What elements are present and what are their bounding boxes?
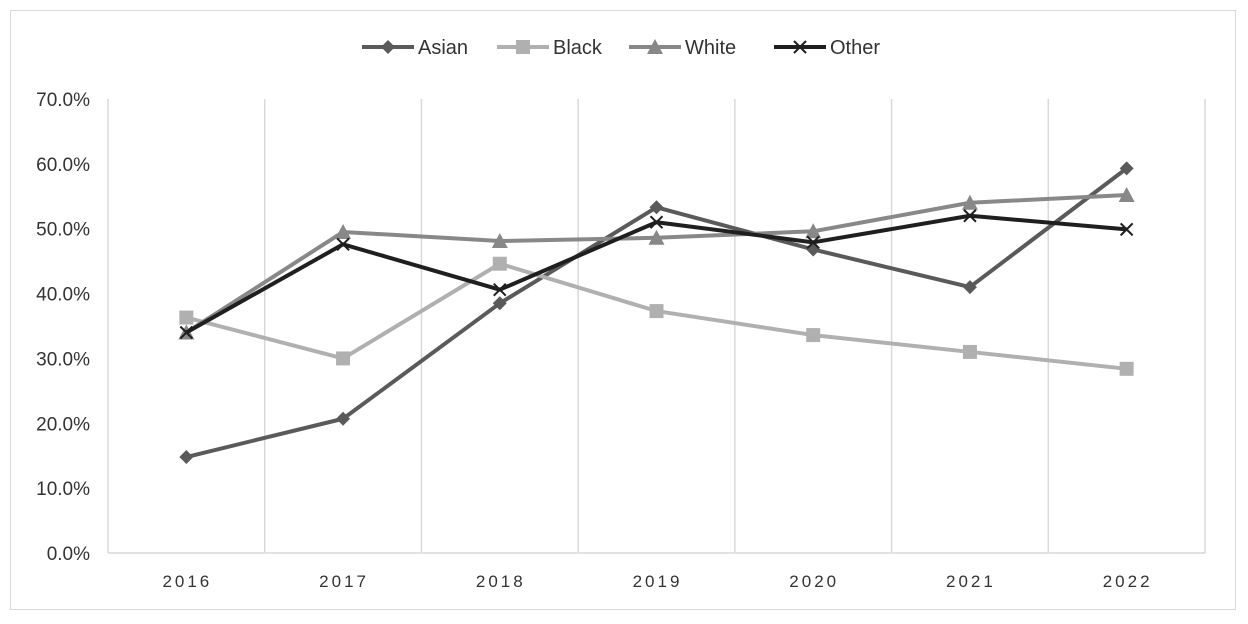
data-point-square — [649, 304, 664, 319]
data-point-x-stroke — [806, 235, 820, 250]
data-point-x-stroke — [336, 237, 350, 251]
data-point-x-stroke — [963, 209, 977, 223]
x-tick-label: 2022 — [1103, 572, 1153, 591]
data-point-x — [806, 235, 820, 250]
data-point-x — [963, 209, 977, 223]
data-point-x — [1119, 222, 1134, 237]
axes: 0.0% 10.0% 20.0% 30.0% 40.0% 50.0% 60.0% 70.0% 2… — [36, 90, 1205, 591]
x-tick-label: 2016 — [162, 572, 212, 591]
series-other — [179, 209, 1134, 340]
data-point-x-stroke — [493, 282, 507, 297]
data-point-diamond — [336, 411, 351, 426]
data-point-x — [793, 40, 807, 54]
data-point-square — [1119, 361, 1134, 376]
chart-frame — [10, 10, 1236, 610]
data-point-x — [336, 237, 350, 251]
data-point-x-stroke — [649, 215, 664, 229]
data-point-square — [336, 351, 351, 366]
y-tick-label: 70.0% — [36, 90, 90, 111]
data-point-triangle — [335, 223, 352, 239]
y-tick-label: 10.0% — [36, 479, 90, 500]
data-point-square — [962, 344, 977, 359]
legend-label: Other — [830, 37, 880, 59]
y-tick-label: 30.0% — [36, 349, 90, 370]
x-tick-label: 2021 — [946, 572, 996, 591]
data-point-diamond — [1119, 161, 1134, 176]
legend-item-other: Other — [774, 37, 880, 59]
data-point-diamond — [179, 450, 194, 465]
y-tick-label: 20.0% — [36, 414, 90, 435]
data-point-diamond — [806, 242, 821, 257]
x-tick-label: 2019 — [633, 572, 683, 591]
legend: Asian Black White Other — [362, 37, 880, 59]
data-point-triangle — [961, 194, 978, 210]
data-point-square — [806, 328, 821, 343]
data-point-x-stroke — [179, 325, 194, 340]
legend-label: Black — [553, 37, 603, 59]
data-point-square — [516, 40, 530, 54]
y-tick-label: 0.0% — [47, 544, 90, 565]
legend-item-asian: Asian — [362, 37, 468, 59]
data-point-triangle — [491, 233, 508, 249]
series-group — [178, 161, 1135, 465]
legend-label: White — [685, 37, 736, 59]
data-point-triangle — [647, 39, 663, 54]
data-point-square — [492, 256, 507, 271]
y-tick-label: 40.0% — [36, 285, 90, 306]
x-tick-label: 2017 — [319, 572, 369, 591]
legend-item-black: Black — [497, 37, 603, 59]
grid-lines — [107, 99, 1206, 553]
data-point-diamond — [962, 280, 977, 295]
y-tick-label: 60.0% — [36, 155, 90, 176]
data-point-x — [179, 325, 194, 340]
data-point-x-stroke — [1119, 222, 1134, 237]
x-tick-label: 2020 — [789, 572, 839, 591]
data-point-triangle — [1118, 186, 1135, 202]
data-point-triangle — [805, 223, 822, 239]
legend-item-white: White — [629, 37, 736, 59]
data-point-diamond — [381, 40, 395, 54]
x-tick-label: 2018 — [476, 572, 526, 591]
data-point-x — [493, 282, 507, 297]
data-point-diamond — [649, 200, 664, 215]
y-tick-label: 50.0% — [36, 220, 90, 241]
data-point-x-stroke — [793, 40, 807, 54]
data-point-square — [179, 310, 194, 325]
data-point-x — [649, 215, 664, 229]
series-black — [179, 256, 1134, 376]
legend-label: Asian — [418, 37, 468, 59]
data-point-triangle — [648, 229, 665, 245]
data-point-diamond — [492, 296, 507, 311]
